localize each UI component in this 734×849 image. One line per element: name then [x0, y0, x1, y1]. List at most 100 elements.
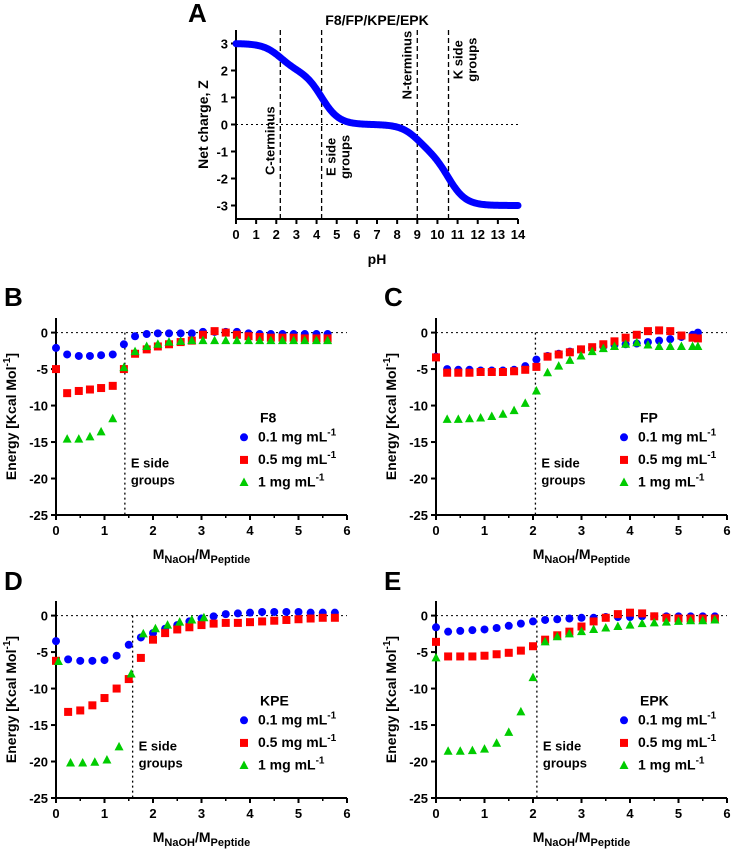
point-triangle: [676, 341, 686, 350]
sample-label: EPK: [640, 692, 669, 708]
point-triangle: [467, 745, 477, 755]
xlabel-main: M: [533, 546, 545, 562]
point-square: [124, 675, 133, 684]
point-triangle: [187, 335, 197, 345]
point-triangle: [210, 335, 220, 345]
point-square: [621, 333, 630, 342]
point-triangle: [74, 434, 84, 443]
xlabel-sub: Peptide: [591, 554, 631, 566]
point-circle: [52, 637, 60, 646]
point-square: [63, 389, 72, 398]
point-circle: [577, 613, 586, 622]
point-circle: [233, 609, 242, 618]
point-square: [504, 648, 513, 657]
point-square: [197, 621, 206, 630]
point-circle: [270, 607, 279, 616]
point-triangle: [598, 343, 608, 353]
x-tick-label: 6: [343, 523, 350, 538]
point-circle: [112, 651, 121, 660]
e-side-annotation: E side: [131, 456, 169, 471]
xlabel-sep: /M: [575, 829, 591, 845]
legend-sup: -1: [707, 733, 716, 744]
point-triangle: [198, 335, 208, 345]
point-triangle: [130, 346, 140, 356]
xlabel-main: M: [153, 546, 165, 562]
point-square: [330, 613, 339, 622]
point-triangle: [66, 757, 76, 767]
ylabel-sup: -1: [382, 357, 393, 366]
x-tick-label: 0: [432, 806, 439, 821]
legend-sup: -1: [707, 710, 716, 721]
point-triangle: [577, 626, 586, 636]
y-tick-label: -1: [216, 145, 228, 160]
point-triangle: [126, 668, 136, 678]
point-circle: [655, 336, 664, 345]
point-circle: [85, 351, 94, 360]
point-square: [589, 617, 598, 626]
y-tick-label: 0: [41, 326, 48, 341]
xlabel-sub: Peptide: [211, 837, 251, 849]
xlabel-main: M: [533, 829, 545, 845]
legend-label: 0.5 mg mL-1: [638, 450, 717, 467]
point-circle: [565, 614, 574, 623]
legend-label: 1 mg mL-1: [638, 756, 705, 773]
ylabel-end: ]: [3, 636, 19, 641]
point-triangle: [102, 755, 112, 764]
xlabel-sub: NaOH: [164, 837, 195, 849]
point-triangle: [323, 335, 333, 345]
legend-label: 0.1 mg mL-1: [258, 427, 337, 444]
point-square: [270, 616, 279, 625]
point-triangle: [138, 628, 148, 638]
ylabel-end: ]: [383, 353, 399, 358]
y-tick-label: -5: [36, 362, 48, 377]
y-tick-label: -20: [29, 755, 48, 770]
curve-annotation: C-terminus: [262, 106, 277, 175]
point-triangle: [609, 341, 619, 350]
y-tick-label: -25: [29, 791, 48, 806]
point-circle: [532, 355, 541, 364]
point-circle: [468, 626, 477, 635]
point-square: [221, 618, 230, 627]
y-tick-label: -20: [409, 755, 428, 770]
x-tick-label: 3: [198, 523, 205, 538]
point-circle: [456, 626, 465, 635]
point-square: [465, 368, 474, 377]
point-square: [76, 706, 85, 715]
x-tick-label: 5: [295, 806, 302, 821]
xlabel-sub: Peptide: [591, 837, 631, 849]
legend-label: 1 mg mL-1: [258, 756, 325, 773]
panel-letter-b: B: [4, 282, 23, 312]
legend-label: 0.1 mg mL-1: [638, 710, 717, 727]
legend-text: 0.1 mg mL: [638, 428, 708, 444]
legend-marker: [239, 760, 249, 770]
point-triangle: [431, 652, 441, 662]
point-triangle: [564, 628, 574, 638]
xlabel-sub: NaOH: [544, 837, 575, 849]
x-tick-label: 4: [626, 806, 634, 821]
legend-text: 0.1 mg mL: [638, 711, 708, 727]
point-triangle: [531, 385, 541, 395]
point-triangle: [232, 335, 242, 345]
point-triangle: [516, 706, 526, 716]
point-square: [666, 327, 675, 336]
ylabel-sup: -1: [382, 640, 393, 649]
y-tick-label: -20: [29, 472, 48, 487]
x-tick-label: 6: [353, 227, 360, 242]
y-tick-label: -15: [29, 435, 48, 450]
legend-marker: [620, 433, 628, 442]
x-tick-label: 0: [232, 227, 239, 242]
point-triangle: [625, 620, 635, 629]
xlabel-main: M: [153, 829, 165, 845]
point-circle: [282, 607, 291, 616]
point-square: [492, 650, 501, 659]
legend-sup: -1: [327, 450, 336, 461]
point-square: [487, 367, 496, 376]
legend-marker: [239, 477, 249, 487]
point-circle: [504, 621, 513, 630]
e-side-annotation: E side: [543, 739, 581, 754]
point-triangle: [78, 757, 88, 767]
point-square: [480, 651, 489, 660]
point-square: [85, 385, 94, 394]
point-circle: [432, 623, 440, 632]
point-triangle: [480, 744, 489, 753]
